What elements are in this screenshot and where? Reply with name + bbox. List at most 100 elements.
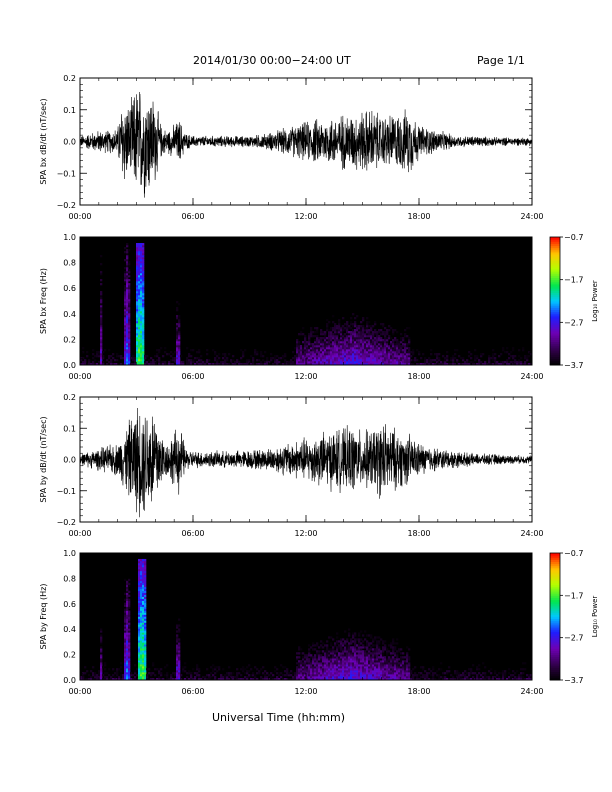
spectrogram-cell bbox=[408, 363, 411, 366]
spectrogram-cell bbox=[280, 664, 283, 667]
spectrogram-cell bbox=[396, 662, 399, 665]
spectrogram-cell bbox=[374, 638, 377, 641]
spectrogram-cell bbox=[366, 355, 369, 358]
spectrogram-cell bbox=[334, 329, 337, 332]
spectrogram-cell bbox=[128, 622, 131, 625]
spectrogram-cell bbox=[142, 578, 145, 582]
spectrogram-cell bbox=[164, 361, 167, 364]
spectrogram-cell bbox=[100, 283, 103, 286]
spectrogram-cell bbox=[316, 670, 319, 673]
spectrogram-cell bbox=[178, 333, 181, 336]
spectrogram-cell bbox=[396, 658, 399, 661]
colorbar-segment bbox=[550, 239, 560, 242]
spectrogram-cell bbox=[124, 656, 127, 659]
spectrogram-cell bbox=[144, 636, 147, 639]
spectrogram-cell bbox=[430, 353, 433, 356]
spectrogram-cell bbox=[342, 656, 345, 659]
spectrogram-cell bbox=[144, 614, 147, 617]
spectrogram-cell bbox=[366, 644, 369, 647]
spectrogram-cell bbox=[92, 349, 95, 352]
spectrogram-cell bbox=[140, 652, 143, 655]
spectrogram-cell bbox=[88, 361, 91, 364]
spectrogram-cell bbox=[344, 323, 347, 326]
spectrogram-cell bbox=[236, 678, 239, 681]
spectrogram-cell bbox=[508, 668, 511, 671]
spectrogram-cell bbox=[318, 363, 321, 366]
spectrogram-cell bbox=[178, 640, 181, 643]
spectrogram-cell bbox=[482, 353, 485, 356]
spectrogram-cell bbox=[148, 361, 151, 364]
spectrogram-cell bbox=[304, 672, 307, 675]
spectrogram-cell bbox=[290, 678, 293, 681]
spectrogram-cells bbox=[80, 553, 533, 681]
spectrogram-cell bbox=[394, 343, 397, 346]
spectrogram-cell bbox=[128, 305, 131, 308]
spectrogram-cell bbox=[354, 323, 357, 326]
spectrogram-cell bbox=[176, 640, 179, 643]
spectrogram-cell bbox=[180, 674, 183, 677]
spectrogram-cell bbox=[396, 672, 399, 675]
spectrogram-cell bbox=[254, 678, 257, 681]
spectrogram-cell bbox=[116, 359, 119, 362]
spectrogram-cell bbox=[392, 662, 395, 665]
spectrogram-cell bbox=[314, 656, 317, 659]
spectrogram-cell bbox=[330, 345, 333, 348]
spectrogram-cell bbox=[352, 359, 355, 362]
spectrogram-cell bbox=[140, 255, 143, 258]
spectrogram-cell bbox=[142, 347, 145, 350]
spectrogram-cell bbox=[284, 361, 287, 364]
spectrogram-cell bbox=[364, 630, 367, 633]
spectrogram-cell bbox=[220, 363, 223, 366]
spectrogram-cell bbox=[340, 672, 343, 675]
spectrogram-cell bbox=[326, 319, 329, 322]
spectrogram-cell bbox=[366, 664, 369, 667]
spectrogram-cell bbox=[192, 668, 195, 671]
spectrogram-cell bbox=[100, 315, 103, 318]
spectrogram-cell bbox=[126, 341, 129, 344]
spectrogram-cell bbox=[246, 672, 249, 675]
spectrogram-cell bbox=[142, 624, 145, 627]
spectrogram-cell bbox=[502, 349, 505, 352]
spectrogram-cell bbox=[144, 660, 147, 663]
spectrogram-cell bbox=[138, 351, 141, 354]
spectrogram-cell bbox=[346, 363, 349, 366]
spectrogram-cell bbox=[316, 349, 319, 352]
spectrogram-cell bbox=[324, 357, 327, 360]
spectrogram-cell bbox=[480, 674, 483, 677]
spectrogram-cell bbox=[374, 662, 377, 665]
spectrogram-cell bbox=[130, 672, 133, 675]
spectrogram-cell bbox=[210, 676, 213, 679]
spectrogram-cell bbox=[354, 333, 357, 336]
spectrogram-cell bbox=[308, 337, 311, 340]
spectrogram-cell bbox=[384, 676, 387, 679]
spectrogram-cell bbox=[398, 664, 401, 667]
spectrogram-cell bbox=[354, 646, 357, 649]
spectrogram-cell bbox=[328, 345, 331, 348]
spectrogram-cell bbox=[324, 361, 327, 364]
spectrogram-cell bbox=[320, 674, 323, 677]
spectrogram-cell bbox=[388, 347, 391, 350]
spectrogram-cell bbox=[128, 271, 131, 274]
spectrogram-cell bbox=[402, 668, 405, 671]
spectrogram-cell bbox=[138, 670, 141, 673]
spectrogram-cell bbox=[358, 664, 361, 667]
spectrogram-cell bbox=[382, 347, 385, 350]
spectrogram-cell bbox=[358, 650, 361, 653]
spectrogram-cell bbox=[336, 347, 339, 350]
spectrogram-cell bbox=[368, 353, 371, 356]
spectrogram-cell bbox=[342, 339, 345, 342]
spectrogram-cell bbox=[508, 676, 511, 679]
spectrogram-cell bbox=[530, 676, 533, 679]
spectrogram-cell bbox=[138, 283, 141, 286]
spectrogram-cell bbox=[456, 678, 459, 681]
spectrogram-cell bbox=[366, 341, 369, 344]
spectrogram-cell bbox=[100, 668, 103, 671]
spectrogram-cell bbox=[336, 363, 339, 366]
spectrogram-cell bbox=[382, 650, 385, 653]
spectrogram-cell bbox=[344, 347, 347, 350]
x-tick-label: 12:00 bbox=[294, 372, 317, 381]
spectrogram-cell bbox=[320, 351, 323, 354]
spectrogram-cell bbox=[310, 674, 313, 677]
spectrogram-cell bbox=[528, 674, 531, 677]
spectrogram-cell bbox=[344, 650, 347, 653]
